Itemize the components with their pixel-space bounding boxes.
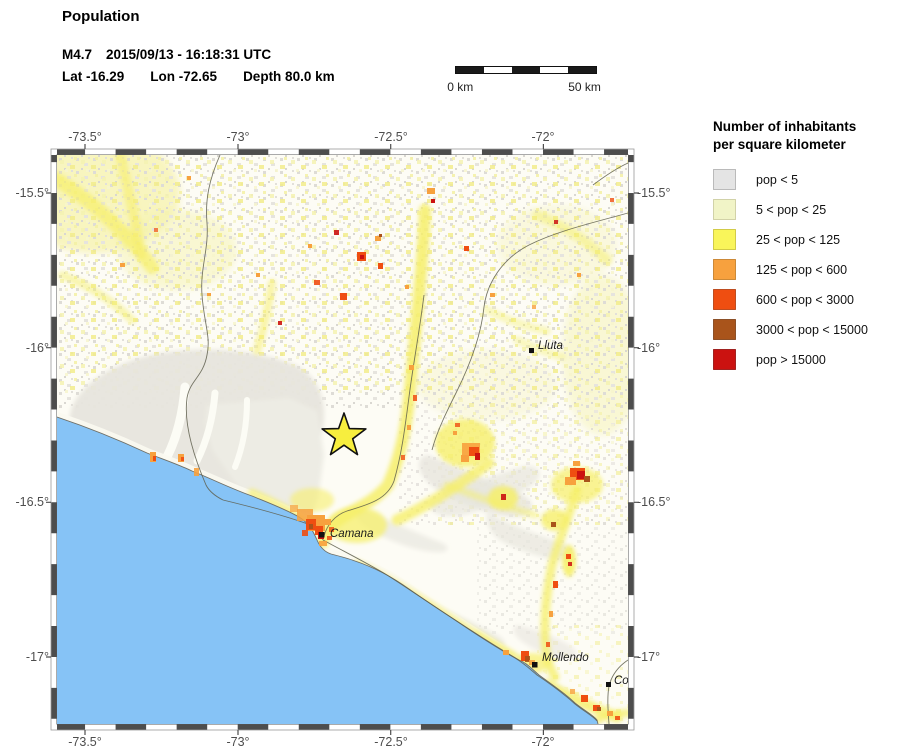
city-marker <box>532 662 538 668</box>
legend-item: 25 < pop < 125 <box>713 229 903 251</box>
city-marker <box>606 682 611 687</box>
legend-swatch <box>713 169 736 191</box>
coastline <box>57 416 599 724</box>
legend-item: 125 < pop < 600 <box>713 259 903 281</box>
plateau-valleys <box>162 382 250 470</box>
lat-label-left-2: -16.5° <box>15 495 50 509</box>
city-label: Lluta <box>538 340 563 352</box>
legend-swatch <box>713 229 736 251</box>
legend: Number of inhabitants per square kilomet… <box>713 118 903 379</box>
event-magnitude: M4.7 <box>62 47 93 62</box>
epicenter-star-icon <box>321 412 367 456</box>
city-mollendo: Mollendo <box>532 652 589 668</box>
event-lat: Lat -16.29 <box>62 69 125 84</box>
lon-label-top-1: -73° <box>226 130 250 144</box>
event-datetime: 2015/09/13 - 16:18:31 UTC <box>106 47 272 62</box>
legend-item: pop > 15000 <box>713 349 903 371</box>
event-magnitude-datetime: M4.7 2015/09/13 - 16:18:31 UTC <box>62 47 285 62</box>
legend-swatch <box>713 349 736 371</box>
legend-swatch <box>713 319 736 341</box>
legend-swatch <box>713 199 736 221</box>
lat-label-left-0: -15.5° <box>15 186 50 200</box>
lon-label-bottom-1: -73° <box>226 735 250 749</box>
legend-item: pop < 5 <box>713 169 903 191</box>
lon-label-bottom-2: -72.5° <box>374 735 408 749</box>
lat-label-right-2: -16.5° <box>637 495 671 509</box>
city-label: Camana <box>330 528 373 540</box>
map-scale-bar: 0 km 50 km <box>447 66 601 94</box>
legend-swatch <box>713 289 736 311</box>
legend-item: 600 < pop < 3000 <box>713 289 903 311</box>
city-lluta: Lluta <box>529 340 563 353</box>
lat-label-right-3: -17° <box>637 650 661 664</box>
city-camana: Camana <box>319 528 373 540</box>
lat-label-left-3: -17° <box>25 650 49 664</box>
legend-item: 3000 < pop < 15000 <box>713 319 903 341</box>
degree-ticks <box>46 144 639 735</box>
scale-start-label: 0 km <box>447 80 474 94</box>
population-clusters <box>120 176 620 720</box>
city-co: Co <box>606 675 628 687</box>
legend-items: pop < 5 5 < pop < 25 25 < pop < 125 125 … <box>713 169 903 371</box>
cities: Lluta Camana Mollendo Co <box>319 340 628 687</box>
city-marker <box>529 348 534 353</box>
city-marker <box>319 532 325 538</box>
scale-end-label: 50 km <box>568 80 601 94</box>
page-title: Population <box>62 8 140 25</box>
lon-label-top-3: -72° <box>531 130 555 144</box>
lat-label-right-1: -16° <box>637 341 661 355</box>
event-lon: Lon -72.65 <box>150 69 218 84</box>
legend-swatch <box>713 259 736 281</box>
lat-label-right-0: -15.5° <box>637 186 671 200</box>
lon-label-bottom-3: -72° <box>531 735 555 749</box>
legend-item: 5 < pop < 25 <box>713 199 903 221</box>
lon-label-bottom-0: -73.5° <box>68 735 102 749</box>
scale-bar-segments <box>455 66 597 74</box>
event-hypocenter: Lat -16.29 Lon -72.65 Depth 80.0 km <box>62 69 361 84</box>
lon-label-top-2: -72.5° <box>374 130 408 144</box>
city-label: Co <box>614 675 628 687</box>
lon-label-top-0: -73.5° <box>68 130 102 144</box>
ocean <box>57 417 598 724</box>
city-label: Mollendo <box>542 652 589 664</box>
map: Lluta Camana Mollendo Co <box>57 155 628 724</box>
event-depth: Depth 80.0 km <box>243 69 335 84</box>
lat-label-left-1: -16° <box>25 341 49 355</box>
legend-title: Number of inhabitants per square kilomet… <box>713 119 857 153</box>
roads <box>185 155 628 724</box>
